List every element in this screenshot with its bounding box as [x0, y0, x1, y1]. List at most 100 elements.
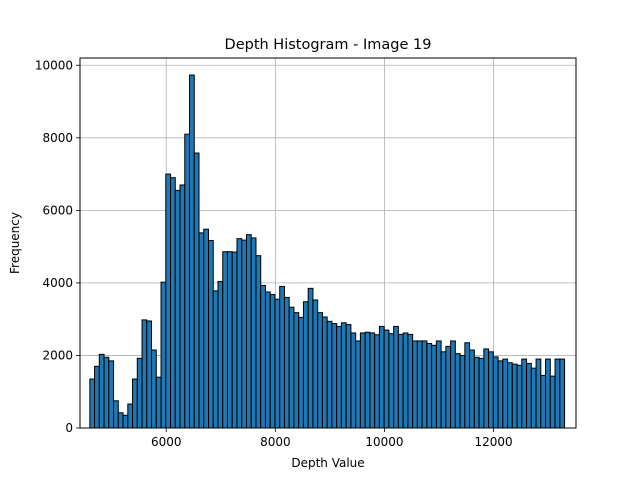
histogram-bar	[355, 340, 361, 429]
y-axis-label: Frequency	[8, 212, 22, 274]
histogram-bar	[193, 152, 200, 429]
histogram-bar	[160, 281, 167, 429]
histogram-bar	[350, 332, 357, 429]
histogram-bar	[165, 173, 172, 429]
y-tick-label: 4000	[42, 276, 73, 290]
histogram-bar	[488, 351, 494, 429]
histogram-bar	[208, 239, 214, 429]
histogram-bar	[345, 324, 352, 429]
histogram-bar	[464, 342, 471, 429]
histogram-bar	[317, 312, 323, 429]
histogram-bar	[473, 356, 480, 429]
histogram-bar	[298, 316, 304, 429]
histogram-bar	[179, 184, 186, 429]
histogram-bar	[203, 228, 210, 429]
histogram-bar	[250, 237, 257, 429]
histogram-bar	[103, 356, 110, 429]
histogram-bar	[184, 133, 191, 429]
histogram-bar	[217, 280, 224, 429]
histogram-bar	[136, 357, 143, 429]
histogram-bar	[279, 286, 285, 429]
histogram-bar	[364, 331, 371, 429]
histogram-bar	[388, 333, 395, 429]
histogram-bar	[502, 358, 509, 429]
x-tick-label: 6000	[151, 435, 182, 449]
histogram-bar	[412, 340, 418, 429]
histogram-bar	[321, 316, 328, 429]
histogram-bar	[421, 340, 428, 429]
y-tick-label: 0	[65, 421, 73, 435]
histogram-bar	[222, 251, 228, 429]
histogram-bar	[516, 364, 523, 429]
histogram-bar	[340, 322, 347, 429]
histogram-bar	[307, 287, 314, 429]
histogram-bar	[155, 376, 162, 429]
x-axis-label: Depth Value	[291, 456, 364, 470]
histogram-bar	[407, 333, 414, 429]
histogram-bar	[89, 378, 96, 429]
histogram-bar	[260, 284, 266, 429]
histogram-bar	[535, 358, 542, 429]
histogram-bar	[383, 329, 390, 429]
histogram-bar	[269, 294, 276, 429]
histogram-bar	[483, 348, 490, 429]
histogram-bar	[402, 332, 409, 429]
histogram-bar	[312, 299, 319, 429]
histogram-bar	[540, 374, 547, 429]
histogram-bar	[521, 358, 528, 429]
histogram-bar	[231, 251, 238, 429]
plot-frame	[79, 57, 577, 429]
axis-ticks: 6000 8000 10000 12000 0 2000 4000 6000 8000 10000	[35, 58, 513, 449]
histogram-bar	[255, 255, 262, 429]
histogram-bar	[374, 334, 380, 429]
y-tick-label: 6000	[42, 203, 73, 217]
histogram-bar	[274, 298, 281, 429]
histogram-bar	[198, 232, 205, 429]
histogram-bar	[397, 333, 404, 429]
histogram-bar	[331, 323, 338, 429]
y-tick-label: 8000	[42, 131, 73, 145]
histogram-bar	[132, 378, 138, 429]
histogram-bar	[151, 349, 157, 429]
histogram-bar	[440, 351, 447, 429]
histogram-bar	[435, 340, 442, 429]
histogram-bar	[469, 349, 475, 429]
histogram-bar	[445, 345, 452, 429]
x-tick-label: 12000	[475, 435, 513, 449]
histogram-bar	[302, 301, 309, 429]
histogram-bar	[559, 358, 566, 429]
histogram-bar	[454, 353, 461, 429]
histogram-bar	[459, 354, 466, 429]
x-tick-label: 10000	[365, 435, 403, 449]
histogram-bar	[416, 340, 423, 429]
histogram-bar	[146, 320, 153, 429]
histogram-bar	[98, 353, 105, 429]
histogram-bar	[450, 340, 456, 429]
histogram-bar	[336, 325, 342, 429]
histogram-bar	[108, 360, 115, 429]
histogram-bar	[241, 239, 247, 429]
histogram-bar	[359, 332, 366, 429]
histogram-bar	[507, 362, 513, 429]
histogram-bar	[189, 74, 195, 429]
histogram-bar	[369, 332, 376, 429]
histogram-bar	[117, 412, 124, 429]
histogram-bar	[554, 358, 561, 429]
histogram-bar	[478, 357, 485, 429]
histogram-bar	[530, 367, 537, 429]
histogram-bar	[245, 234, 252, 429]
y-tick-label: 2000	[42, 348, 73, 362]
histogram-bar	[293, 312, 300, 429]
histogram-bar	[94, 365, 100, 429]
histogram-bar	[174, 189, 181, 429]
histogram-bar	[497, 360, 504, 429]
x-tick-label: 8000	[260, 435, 291, 449]
histogram-bar	[511, 363, 518, 429]
histogram-bar	[549, 375, 556, 429]
histogram-bar	[236, 238, 243, 429]
histogram-bar	[431, 344, 437, 429]
histogram-bar	[141, 319, 148, 429]
histogram-bar	[226, 251, 233, 429]
histogram-bar	[288, 306, 295, 429]
